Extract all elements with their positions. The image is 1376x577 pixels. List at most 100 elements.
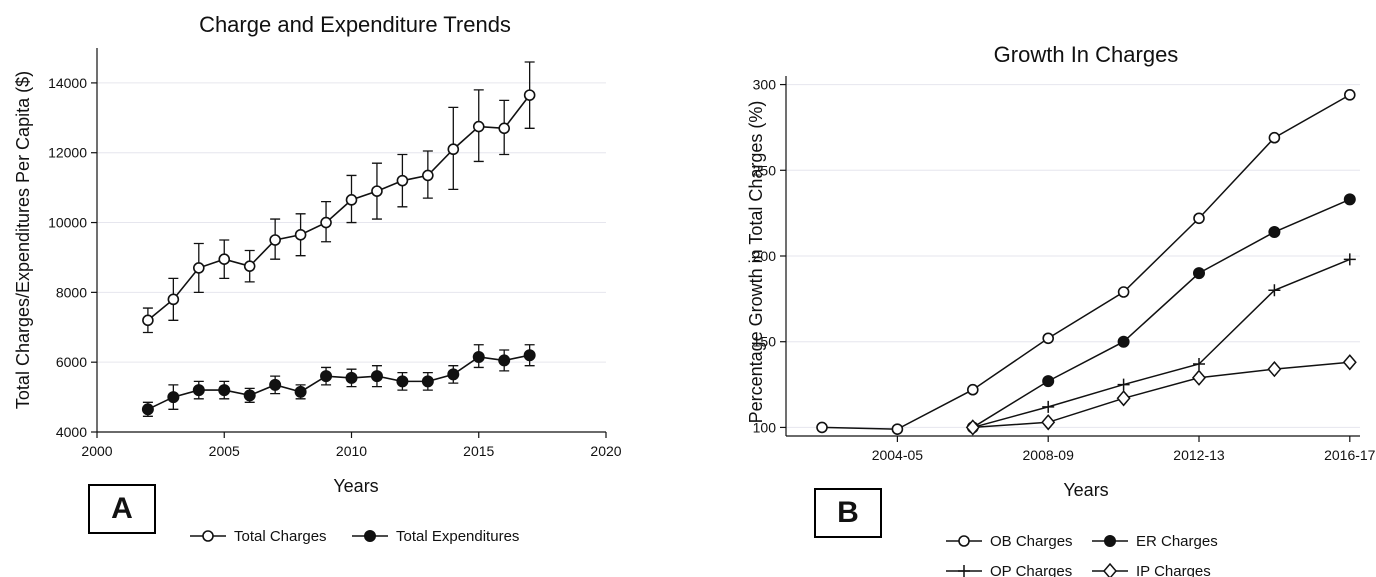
data-point	[1193, 212, 1205, 225]
data-point	[269, 378, 282, 391]
data-point	[320, 216, 332, 229]
y-tick-label: 4000	[56, 424, 87, 440]
legend-marker	[1104, 535, 1116, 547]
series-er-charges	[966, 193, 1356, 434]
series-line	[972, 361, 1350, 429]
data-point	[345, 371, 358, 384]
legend-label: IP Charges	[1136, 563, 1211, 577]
legend-label: Total Expenditures	[396, 528, 519, 545]
x-tick-label: 2016-17	[1324, 447, 1376, 463]
series-line	[972, 258, 1351, 429]
y-tick-label: 150	[753, 334, 777, 350]
data-point	[1117, 335, 1130, 348]
chart-panel-b: 100 150 200 250 300 2004-05 2008-09 2012-13 2016…	[724, 0, 1376, 577]
series-ob-charges	[816, 89, 1356, 435]
legend-marker	[202, 530, 214, 542]
panel-divider	[690, 0, 710, 577]
data-point	[421, 375, 434, 388]
chart-panel-a: 4000 6000 8000 10000 12000 14000 2000 2005 2010 2…	[0, 0, 676, 577]
data-point	[1192, 369, 1206, 386]
chart-b-svg: 100 150 200 250 300 2004-05 2008-09 2012-13 2016…	[746, 42, 1376, 577]
data-point	[345, 194, 358, 206]
legend-label: OP Charges	[990, 563, 1072, 577]
data-point	[1193, 358, 1205, 370]
data-point	[422, 169, 434, 182]
x-tick-label: 2005	[209, 443, 240, 459]
x-tick-label: 2012-13	[1173, 447, 1225, 463]
data-point	[396, 174, 409, 187]
data-point	[472, 120, 485, 133]
data-point	[193, 262, 205, 274]
data-point	[1193, 267, 1205, 280]
y-axis-title: Total Charges/Expenditures Per Capita ($…	[13, 71, 33, 409]
data-point	[447, 143, 460, 156]
data-point	[141, 403, 154, 416]
data-point	[243, 389, 256, 402]
data-point	[167, 293, 180, 306]
x-tick-label: 2010	[336, 443, 367, 459]
data-point	[1116, 390, 1131, 407]
legend-marker	[1103, 562, 1117, 577]
series-line	[821, 94, 1351, 430]
y-tick-label: 250	[753, 162, 777, 178]
data-point	[816, 421, 828, 434]
data-point	[1343, 193, 1356, 206]
data-point	[447, 368, 460, 381]
data-point	[523, 89, 536, 101]
data-point	[371, 185, 383, 197]
data-point	[294, 228, 307, 241]
y-tick-label: 300	[753, 77, 777, 93]
data-point	[320, 370, 333, 383]
y-tick-label: 8000	[56, 284, 87, 300]
data-point	[1343, 89, 1356, 101]
y-axis-title: Percentage Growth in Total Charges (%)	[746, 101, 766, 424]
series-line	[147, 354, 530, 411]
legend: Total Charges Total Expenditures	[190, 528, 519, 545]
data-point	[1342, 354, 1357, 371]
series-ip-charges	[965, 354, 1357, 436]
chart-a-svg: 4000 6000 8000 10000 12000 14000 2000 2005 2010 2…	[13, 12, 622, 545]
data-point	[1117, 286, 1130, 298]
data-point	[1042, 332, 1055, 345]
chart-title: Growth In Charges	[994, 42, 1179, 67]
x-tick-label: 2004-05	[872, 447, 924, 463]
chart-title: Charge and Expenditure Trends	[199, 12, 511, 37]
series-line	[972, 198, 1351, 429]
data-point	[498, 122, 511, 135]
y-tick-label: 14000	[48, 75, 87, 91]
data-point	[523, 349, 536, 362]
data-point	[1343, 253, 1356, 266]
data-point	[218, 384, 231, 397]
data-point	[1117, 378, 1130, 391]
data-point	[472, 350, 485, 363]
x-tick-label: 2000	[81, 443, 112, 459]
data-point	[1267, 360, 1282, 378]
panel-label-a: A	[88, 484, 156, 534]
data-point	[142, 314, 154, 327]
series-op-charges	[966, 253, 1356, 434]
data-point	[396, 375, 409, 388]
data-point	[1041, 414, 1056, 431]
data-point	[1042, 375, 1055, 388]
legend-marker	[958, 535, 970, 547]
data-point	[269, 234, 281, 246]
data-point	[965, 419, 980, 436]
panel-label-b: B	[814, 488, 882, 538]
x-axis-title: Years	[333, 476, 378, 496]
data-point	[967, 383, 979, 396]
data-point	[1268, 226, 1281, 238]
legend-label: ER Charges	[1136, 533, 1218, 550]
data-point	[218, 253, 231, 266]
data-point	[192, 384, 205, 397]
x-tick-label: 2015	[463, 443, 494, 459]
data-point	[370, 370, 383, 383]
y-tick-label: 100	[753, 419, 777, 435]
data-point	[1268, 131, 1281, 144]
legend-marker	[364, 530, 376, 542]
series-total-charges	[142, 61, 536, 334]
data-point	[294, 385, 307, 398]
data-point	[498, 354, 511, 367]
y-tick-label: 6000	[56, 354, 87, 370]
x-axis-title: Years	[1063, 480, 1108, 500]
legend-label: Total Charges	[234, 528, 327, 545]
